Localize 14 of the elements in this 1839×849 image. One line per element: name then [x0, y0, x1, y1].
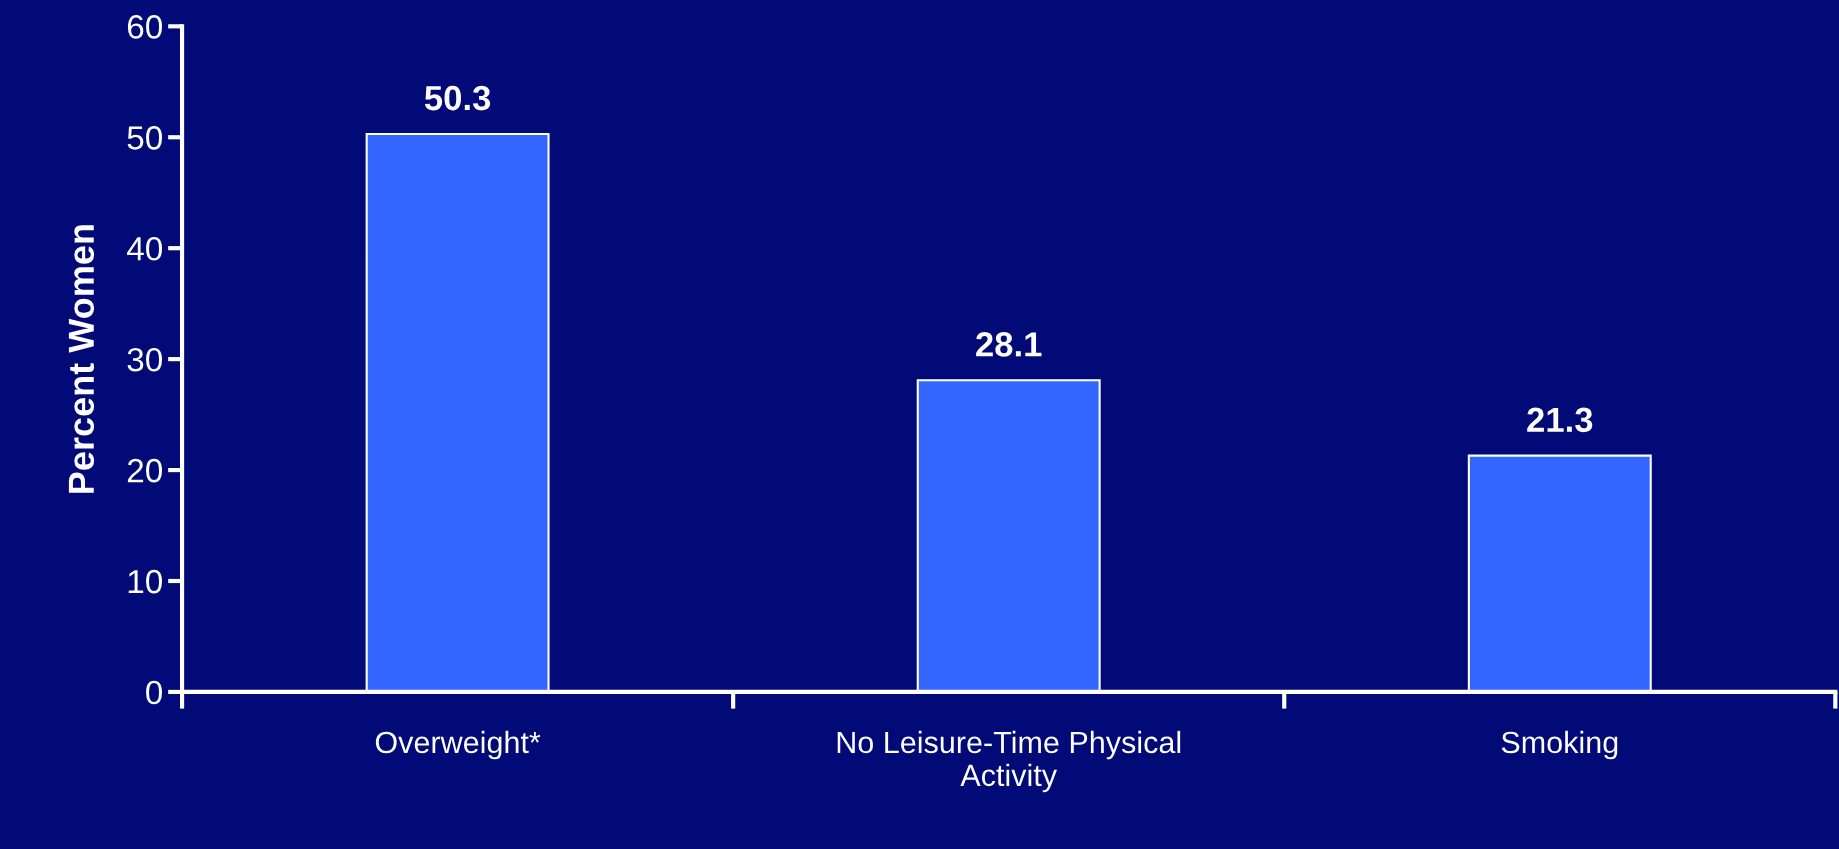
y-tick-label: 10	[128, 569, 163, 594]
y-tick-label: 40	[127, 236, 163, 261]
y-tick-label: 0	[146, 680, 163, 705]
y-tick-label: 20	[127, 458, 163, 483]
data-label: 28.1	[976, 332, 1042, 357]
y-tick-label: 60	[127, 15, 163, 39]
data-label: 50.3	[424, 85, 491, 111]
x-tick-label: No Leisure-Time Physical Activity	[837, 730, 1181, 793]
data-label: 21.3	[1527, 407, 1593, 433]
x-tick-label: Smoking	[1501, 730, 1618, 760]
x-tick-label: Overweight*	[375, 730, 541, 760]
y-tick-label: 50	[127, 126, 163, 150]
y-tick-label: 30	[127, 347, 163, 372]
y-axis-title: Percent Women	[68, 225, 95, 493]
